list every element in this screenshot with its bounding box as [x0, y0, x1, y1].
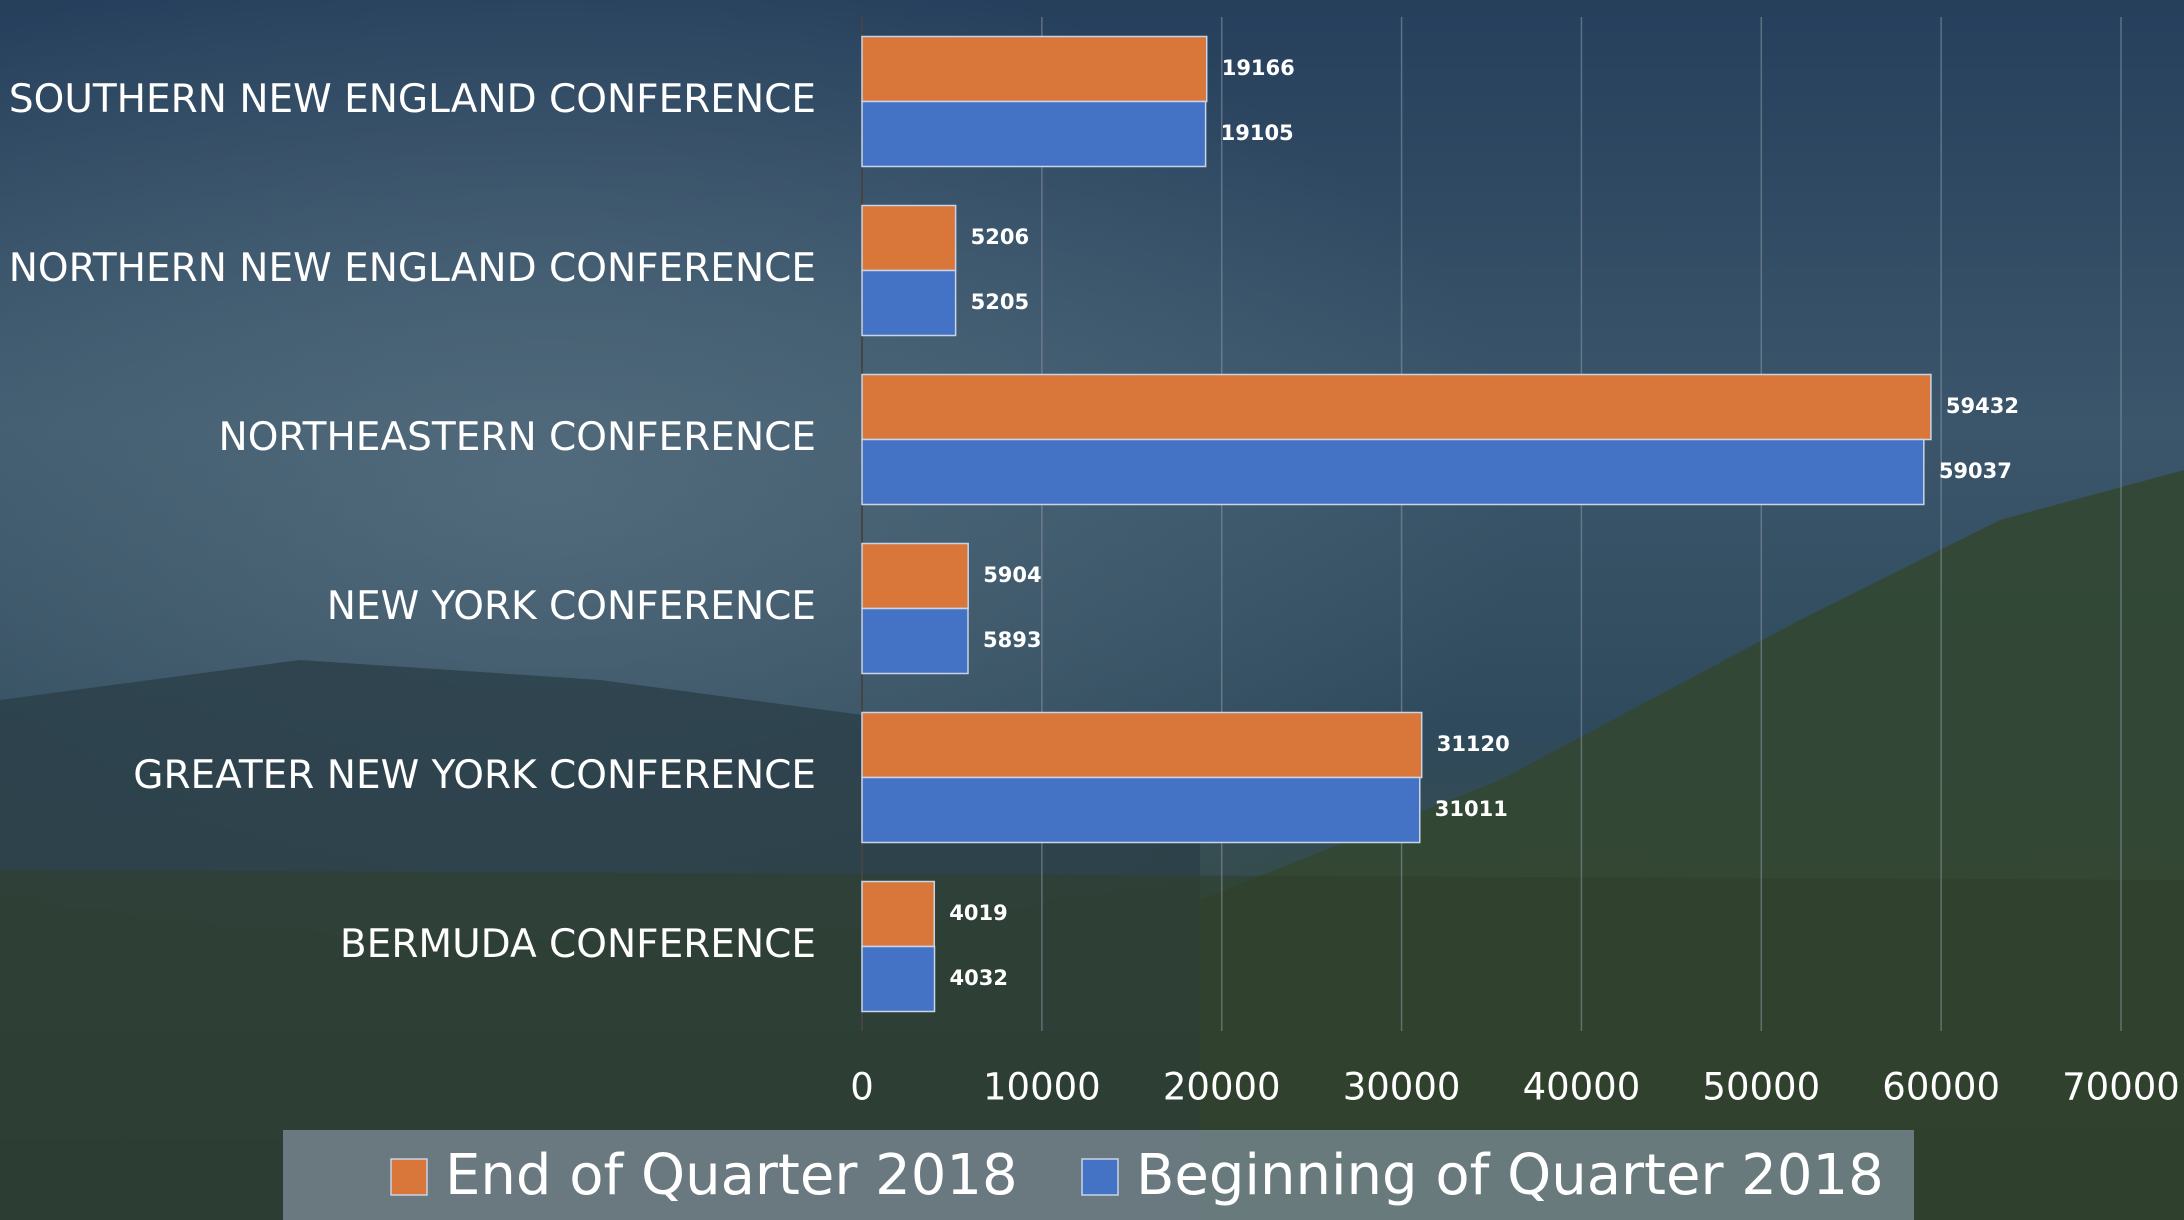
x-tick-label: 50000	[1702, 1066, 1820, 1109]
legend-swatch	[390, 1158, 428, 1196]
bar	[861, 35, 1208, 103]
bar	[861, 607, 969, 675]
bar	[861, 945, 936, 1013]
value-label: 4019	[949, 901, 1007, 925]
bar	[861, 373, 1932, 441]
y-tick-label: BERMUDA CONFERENCE	[340, 922, 816, 967]
bar	[861, 204, 957, 272]
value-label: 19105	[1221, 121, 1294, 145]
value-label: 31011	[1435, 797, 1508, 821]
value-label: 31120	[1437, 732, 1510, 756]
bar	[861, 542, 969, 610]
y-tick-label: NORTHERN NEW ENGLAND CONFERENCE	[9, 246, 816, 291]
y-tick-label: NEW YORK CONFERENCE	[327, 584, 816, 629]
legend-label: End of Quarter 2018	[445, 1143, 1018, 1208]
bar	[861, 269, 957, 337]
value-label: 59037	[1939, 459, 2012, 483]
y-tick-label: NORTHEASTERN CONFERENCE	[219, 415, 816, 460]
value-label: 5904	[983, 563, 1041, 587]
bar	[861, 880, 936, 948]
x-tick-label: 40000	[1523, 1066, 1641, 1109]
bar	[861, 438, 1925, 506]
value-label: 59432	[1946, 394, 2019, 418]
x-tick-label: 0	[850, 1066, 874, 1109]
y-tick-label: SOUTHERN NEW ENGLAND CONFERENCE	[9, 77, 816, 122]
bar	[861, 100, 1207, 168]
y-tick-label: GREATER NEW YORK CONFERENCE	[133, 753, 816, 798]
legend-swatch	[1081, 1158, 1119, 1196]
value-label: 4032	[950, 966, 1008, 990]
value-label: 5205	[971, 290, 1029, 314]
x-tick-label: 70000	[2062, 1066, 2180, 1109]
x-tick-label: 10000	[983, 1066, 1101, 1109]
value-label: 5206	[971, 225, 1029, 249]
value-label: 19166	[1222, 56, 1295, 80]
legend-label: Beginning of Quarter 2018	[1136, 1143, 1884, 1208]
bar	[861, 776, 1421, 844]
value-label: 5893	[983, 628, 1041, 652]
x-tick-label: 60000	[1882, 1066, 2000, 1109]
x-tick-label: 30000	[1343, 1066, 1461, 1109]
bar	[861, 711, 1423, 779]
x-tick-label: 20000	[1163, 1066, 1281, 1109]
